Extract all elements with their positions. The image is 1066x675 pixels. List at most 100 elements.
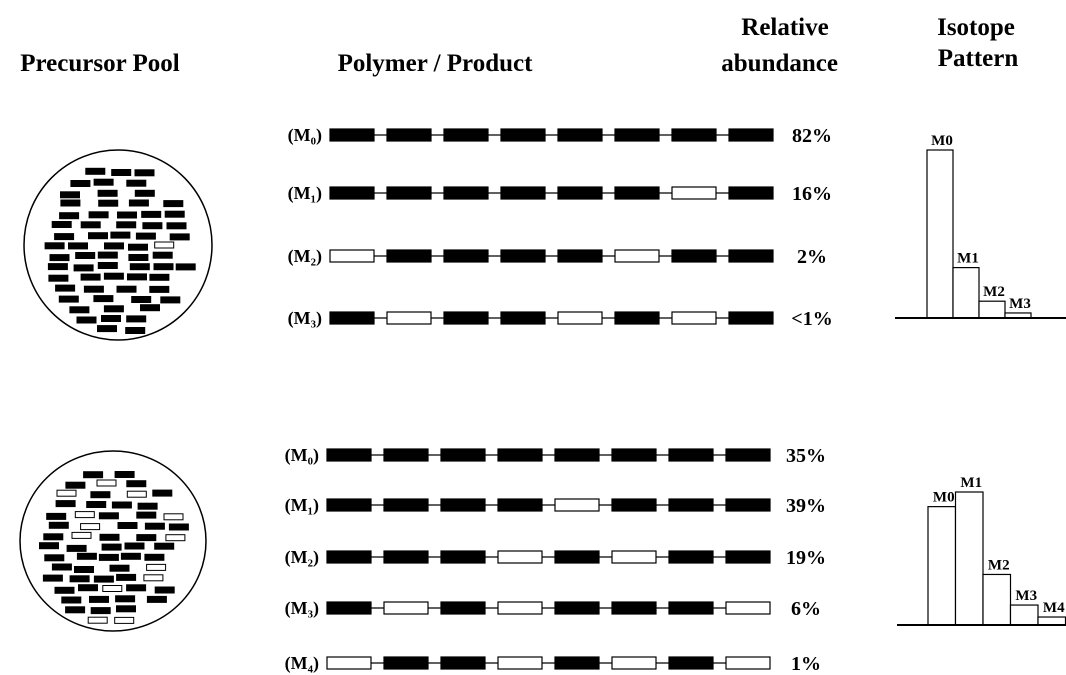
header: abundance xyxy=(721,50,838,77)
monomer xyxy=(98,252,117,258)
abundance: <1% xyxy=(791,308,832,330)
monomer xyxy=(129,255,148,261)
monomer xyxy=(62,597,81,603)
diagram: Precursor Pool Polymer / Product Relativ… xyxy=(0,0,1066,675)
monomer xyxy=(67,545,86,551)
monomer xyxy=(48,264,67,270)
abundance: 16% xyxy=(792,183,832,205)
abundance: 6% xyxy=(791,598,821,620)
monomer xyxy=(61,192,80,198)
monomer xyxy=(98,263,117,269)
monomer-unit xyxy=(726,657,770,669)
monomer-unit xyxy=(669,449,713,461)
monomer xyxy=(91,608,110,614)
monomer xyxy=(128,274,147,280)
monomer xyxy=(129,244,148,250)
monomer xyxy=(49,522,68,528)
monomer xyxy=(137,512,156,518)
monomer xyxy=(118,212,137,218)
isotope-label: M1 xyxy=(957,251,979,267)
monomer xyxy=(176,264,195,270)
monomer xyxy=(117,606,136,612)
monomer-unit xyxy=(387,250,431,262)
monomer xyxy=(169,524,188,530)
monomer-unit xyxy=(612,657,656,669)
monomer xyxy=(44,534,63,540)
monomer-unit xyxy=(501,312,545,324)
monomer xyxy=(75,567,94,573)
monomer-unit xyxy=(498,449,542,461)
monomer xyxy=(153,252,172,258)
isotope-label: M3 xyxy=(1015,588,1037,604)
row-label: (M₂) xyxy=(285,547,319,568)
monomer-unit xyxy=(330,129,374,141)
header: Isotope xyxy=(937,14,1015,41)
monomer xyxy=(145,523,164,529)
monomer-unit xyxy=(726,449,770,461)
monomer xyxy=(147,564,166,570)
monomer xyxy=(121,553,140,559)
monomer xyxy=(104,273,123,279)
monomer xyxy=(88,617,107,623)
header: Polymer / Product xyxy=(338,50,534,77)
row-label: (M₁) xyxy=(285,495,319,516)
monomer-unit xyxy=(612,449,656,461)
monomer-unit xyxy=(330,312,374,324)
monomer xyxy=(52,564,71,570)
monomer-unit xyxy=(441,602,485,614)
monomer xyxy=(89,233,108,239)
monomer-unit xyxy=(669,657,713,669)
monomer xyxy=(127,491,146,497)
abundance: 39% xyxy=(786,495,826,517)
abundance: 19% xyxy=(786,547,826,569)
monomer xyxy=(102,316,121,322)
monomer xyxy=(56,501,75,507)
abundance: 2% xyxy=(797,246,827,268)
monomer xyxy=(90,596,109,602)
row-label: (M₄) xyxy=(285,653,319,674)
monomer-unit xyxy=(729,187,773,199)
monomer xyxy=(154,264,173,270)
monomer xyxy=(115,617,134,623)
monomer xyxy=(74,265,93,271)
monomer xyxy=(166,535,185,541)
monomer-unit xyxy=(615,312,659,324)
monomer-unit xyxy=(441,449,485,461)
isotope-label: M2 xyxy=(983,284,1005,300)
monomer-unit xyxy=(555,551,599,563)
monomer-unit xyxy=(672,129,716,141)
isotope-bar xyxy=(928,507,956,625)
monomer xyxy=(155,543,174,549)
monomer xyxy=(112,170,131,176)
monomer xyxy=(117,222,136,228)
monomer-unit xyxy=(558,312,602,324)
monomer-unit xyxy=(672,250,716,262)
monomer xyxy=(147,596,166,602)
monomer-unit xyxy=(444,312,488,324)
monomer-unit xyxy=(726,499,770,511)
row-label: (M₀) xyxy=(288,125,322,146)
isotope-label: M0 xyxy=(933,490,955,506)
monomer-unit xyxy=(615,129,659,141)
monomer-unit xyxy=(672,187,716,199)
isotope-label: M1 xyxy=(960,475,982,491)
monomer xyxy=(127,585,146,591)
monomer xyxy=(141,305,160,311)
monomer xyxy=(66,482,85,488)
monomer xyxy=(170,234,189,240)
monomer xyxy=(138,503,157,509)
monomer xyxy=(40,543,59,549)
isotope-bar xyxy=(1011,605,1039,625)
monomer xyxy=(61,200,80,206)
monomer-unit xyxy=(555,602,599,614)
monomer-unit xyxy=(387,187,431,199)
monomer xyxy=(125,543,144,549)
monomer xyxy=(84,472,103,478)
monomer-unit xyxy=(501,250,545,262)
monomer xyxy=(94,296,113,302)
monomer xyxy=(111,232,130,238)
monomer xyxy=(81,524,100,530)
monomer xyxy=(164,201,183,207)
monomer xyxy=(75,512,94,518)
monomer-unit xyxy=(555,449,599,461)
